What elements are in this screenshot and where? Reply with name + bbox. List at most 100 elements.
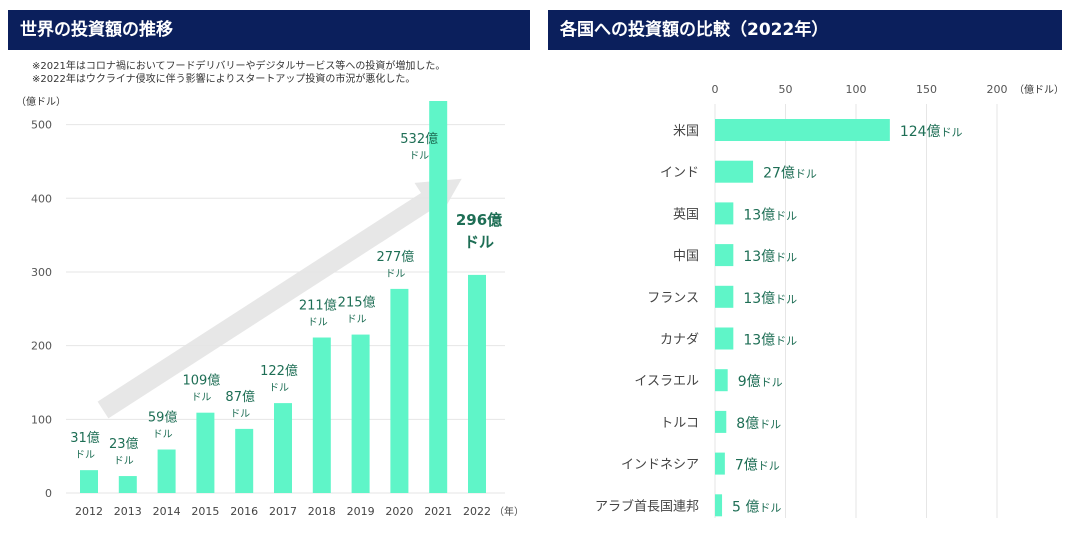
data-label-value: 87億 <box>225 389 255 405</box>
data-label-unit: ドル <box>308 318 328 329</box>
bar-米国 <box>715 119 890 141</box>
category-label: フランス <box>647 291 699 306</box>
bar-トルコ <box>715 410 727 433</box>
bar-イスラエル <box>715 369 728 392</box>
data-label-value: 7億 <box>735 458 758 474</box>
data-label-value: 124億 <box>900 124 941 140</box>
category-label: 中国 <box>673 249 699 264</box>
data-label-unit: ドル <box>347 315 367 326</box>
bar-2014 <box>157 449 176 493</box>
category-label: アラブ首長国連邦 <box>595 498 699 514</box>
y-tick-label: 400 <box>31 192 52 205</box>
bar-2017 <box>274 403 292 493</box>
data-label: 13億ドル <box>743 249 797 265</box>
data-label-unit: ドル <box>269 383 289 394</box>
data-label-value: 13億 <box>743 333 775 349</box>
y-tick-label: 300 <box>31 266 52 279</box>
y-tick-label: 200 <box>31 340 52 353</box>
data-label-value: 122億 <box>260 363 298 379</box>
data-label-unit: ドル <box>941 126 963 139</box>
data-label-unit: ドル <box>775 335 797 348</box>
trend-arrow <box>97 178 462 419</box>
x-tick-label: 100 <box>846 83 867 96</box>
data-label: 13億ドル <box>743 207 797 223</box>
data-label-unit: ドル <box>75 450 95 461</box>
bar-アラブ首長国連邦 <box>715 494 723 517</box>
bar-2021 <box>429 101 448 493</box>
data-label: 13億ドル <box>743 291 797 307</box>
x-axis-unit-label: （年） <box>494 505 524 518</box>
data-label: 7億ドル <box>735 458 780 474</box>
bar-2013 <box>118 476 137 493</box>
y-tick-label: 500 <box>31 119 52 132</box>
data-label: 27億ドル <box>763 166 817 182</box>
data-label: 9億ドル <box>738 374 783 390</box>
data-label-unit: ドル <box>759 418 781 431</box>
x-axis-unit-label: （億ドル） <box>1014 83 1064 96</box>
bar-2020 <box>390 288 409 493</box>
y-tick-label: 0 <box>45 487 52 500</box>
data-label-value: 13億 <box>743 249 775 265</box>
bar-2018 <box>312 337 331 493</box>
bar-フランス <box>715 285 734 308</box>
data-label-unit: ドル <box>758 460 780 473</box>
data-label-unit: ドル <box>795 168 817 181</box>
data-label-value: 13億 <box>743 207 775 223</box>
x-tick-label: 2013 <box>114 505 142 518</box>
x-tick-label: 0 <box>712 83 719 96</box>
x-tick-label: 2012 <box>75 505 103 518</box>
data-label-unit: ドル <box>761 376 783 389</box>
x-tick-label: 2018 <box>308 505 336 518</box>
x-tick-label: 200 <box>987 83 1008 96</box>
category-label: 米国 <box>673 124 699 139</box>
left-chart-title: 世界の投資額の推移 <box>8 10 530 50</box>
data-label: 5 億ドル <box>732 499 781 515</box>
data-label-unit: ドル <box>775 293 797 306</box>
data-label-value: 59億 <box>148 410 178 426</box>
category-label: インドネシア <box>621 458 699 473</box>
bar-2016 <box>235 428 254 493</box>
world-investment-panel: 世界の投資額の推移 ※2021年はコロナ禍においてフードデリバリーやデジタルサー… <box>0 0 530 537</box>
country-comparison-panel: 各国への投資額の比較（2022年） 0 50 100 150 200 （億ドル） 米国 124… <box>548 0 1074 537</box>
data-label-unit: ドル <box>409 151 429 162</box>
data-label-value: 31億 <box>70 430 100 446</box>
bar-中国 <box>715 244 734 267</box>
note-line-2021: ※2021年はコロナ禍においてフードデリバリーやデジタルサービス等への投資が増加… <box>32 61 446 72</box>
data-label-value: 109億 <box>182 373 220 389</box>
x-tick-label: 2015 <box>191 505 219 518</box>
bar-2022 <box>468 274 486 493</box>
x-tick-label: 2021 <box>424 505 452 518</box>
data-label-value: 296億 <box>456 211 502 229</box>
x-tick-label: 50 <box>779 83 793 96</box>
data-label-unit: ドル <box>759 501 781 514</box>
data-label-unit: ドル <box>230 409 250 420</box>
bar-2019 <box>351 334 370 493</box>
data-label: 8億ドル <box>736 416 781 432</box>
data-label-value: 5 億 <box>732 499 759 515</box>
note-line-2022: ※2022年はウクライナ侵攻に伴う影響によりスタートアップ投資の市況が悪化した。 <box>32 74 416 85</box>
data-label-value: 215億 <box>338 295 376 311</box>
x-tick-label: 150 <box>916 83 937 96</box>
right-chart-title: 各国への投資額の比較（2022年） <box>548 10 1062 50</box>
y-axis-unit-label: （億ドル） <box>16 95 66 108</box>
bar-2015 <box>196 412 215 493</box>
x-tick-label: 2019 <box>347 505 375 518</box>
category-label: カナダ <box>660 333 699 348</box>
bar-インド <box>715 160 754 183</box>
x-tick-label: 2020 <box>385 505 413 518</box>
bar-2012 <box>80 470 98 493</box>
data-label-value: 27億 <box>763 166 795 182</box>
chart-notes: ※2021年はコロナ禍においてフードデリバリーやデジタルサービス等への投資が増加… <box>32 60 445 86</box>
data-label-unit: ドル <box>464 233 494 251</box>
bar-カナダ <box>715 327 734 350</box>
data-label-unit: ドル <box>775 251 797 264</box>
data-label-value: 13億 <box>743 291 775 307</box>
data-label-value: 277億 <box>376 249 414 265</box>
category-label: トルコ <box>660 416 699 431</box>
y-tick-label: 100 <box>31 413 52 426</box>
x-tick-label: 2022 <box>463 505 491 518</box>
data-label-unit: ドル <box>114 456 134 467</box>
world-investment-bar-chart: 0100200300400500（億ドル）201231億ドル201323億ドル2… <box>16 95 524 518</box>
data-label: 13億ドル <box>743 333 797 349</box>
